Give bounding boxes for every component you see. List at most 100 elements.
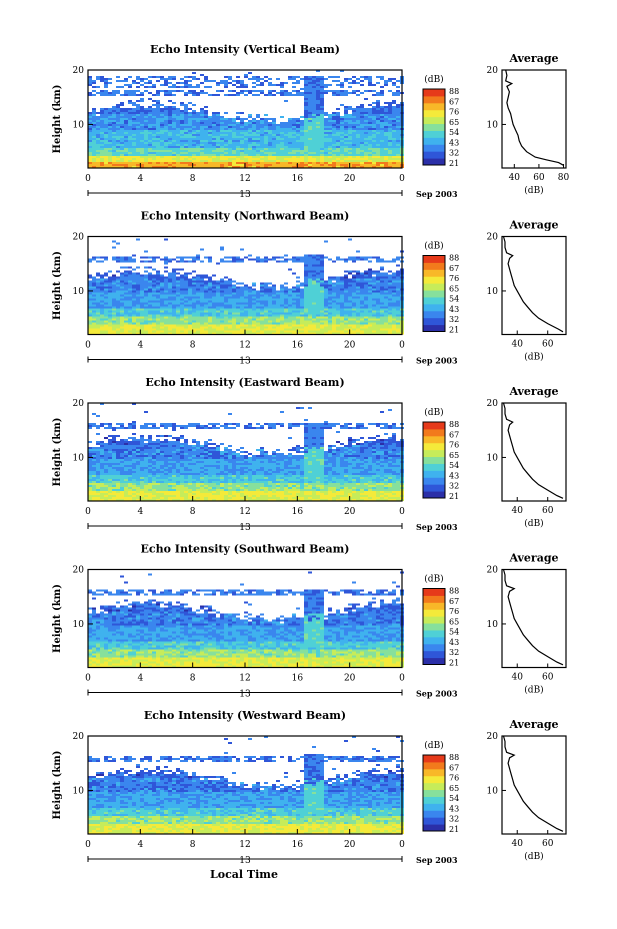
heatmap-cell bbox=[312, 84, 316, 86]
heatmap-cell bbox=[196, 142, 200, 144]
heatmap-cell bbox=[304, 294, 308, 297]
heatmap-cell bbox=[340, 138, 344, 140]
heatmap-cell bbox=[200, 144, 204, 146]
heatmap-cell bbox=[264, 324, 268, 327]
heatmap-cell bbox=[232, 130, 236, 132]
heatmap-cell bbox=[344, 90, 348, 92]
heatmap-cell bbox=[104, 300, 108, 303]
heatmap-cell bbox=[184, 282, 188, 285]
heatmap-cell bbox=[264, 156, 268, 158]
heatmap-cell bbox=[152, 86, 156, 88]
heatmap-cell bbox=[328, 292, 332, 295]
heatmap-cell bbox=[344, 258, 348, 261]
heatmap-cell bbox=[88, 310, 92, 313]
heatmap-cell bbox=[316, 142, 320, 144]
heatmap-cell bbox=[304, 108, 308, 110]
heatmap-cell bbox=[288, 122, 292, 124]
heatmap-cell bbox=[320, 124, 324, 126]
heatmap-cell bbox=[376, 122, 380, 124]
heatmap-cell bbox=[240, 294, 244, 297]
heatmap-cell bbox=[96, 150, 100, 152]
heatmap-cell bbox=[264, 322, 268, 325]
heatmap-cell bbox=[248, 258, 252, 261]
heatmap-cell bbox=[352, 164, 356, 166]
heatmap-cell bbox=[208, 154, 212, 156]
heatmap-cell bbox=[104, 124, 108, 126]
heatmap-cell bbox=[372, 138, 376, 140]
heatmap-cell bbox=[344, 286, 348, 289]
heatmap-cell bbox=[216, 296, 220, 299]
heatmap-cell bbox=[264, 136, 268, 138]
heatmap-cell bbox=[276, 316, 280, 319]
heatmap-cell bbox=[288, 290, 292, 293]
heatmap-cell bbox=[128, 164, 132, 166]
heatmap-cell bbox=[224, 164, 228, 166]
heatmap-cell bbox=[268, 142, 272, 144]
heatmap-cell bbox=[324, 290, 328, 293]
heatmap-cell bbox=[280, 310, 284, 313]
heatmap-cell bbox=[128, 166, 132, 168]
heatmap-cell bbox=[156, 116, 160, 118]
heatmap-cell bbox=[120, 328, 124, 331]
heatmap-cell bbox=[168, 310, 172, 313]
heatmap-cell bbox=[216, 328, 220, 331]
heatmap-cell bbox=[204, 110, 208, 112]
heatmap-cell bbox=[108, 308, 112, 311]
heatmap-cell bbox=[248, 162, 252, 164]
heatmap-cell bbox=[232, 134, 236, 136]
heatmap-cell bbox=[228, 130, 232, 132]
heatmap-cell bbox=[364, 138, 368, 140]
heatmap-cell bbox=[200, 164, 204, 166]
heatmap-cell bbox=[296, 164, 300, 166]
heatmap-cell bbox=[360, 308, 364, 311]
heatmap-cell bbox=[296, 300, 300, 303]
heatmap-cell bbox=[112, 164, 116, 166]
heatmap-cell bbox=[348, 284, 352, 287]
heatmap-cell bbox=[200, 122, 204, 124]
heatmap-cell bbox=[320, 104, 324, 106]
heatmap-cell bbox=[200, 306, 204, 309]
heatmap-cell bbox=[340, 136, 344, 138]
heatmap-cell bbox=[320, 262, 324, 265]
heatmap-cell bbox=[272, 136, 276, 138]
heatmap-cell bbox=[184, 166, 188, 168]
heatmap-cell bbox=[336, 84, 340, 86]
heatmap-cell bbox=[212, 296, 216, 299]
heatmap-cell bbox=[284, 122, 288, 124]
heatmap-cell bbox=[96, 286, 100, 289]
heatmap-cell bbox=[316, 124, 320, 126]
heatmap-cell bbox=[224, 124, 228, 126]
heatmap-cell bbox=[272, 304, 276, 307]
heatmap-cell bbox=[336, 300, 340, 303]
heatmap-cell bbox=[352, 304, 356, 307]
heatmap-cell bbox=[184, 92, 188, 94]
heatmap-cell bbox=[220, 164, 224, 166]
heatmap-cell bbox=[356, 148, 360, 150]
heatmap-cell bbox=[148, 276, 152, 279]
heatmap-cell bbox=[320, 112, 324, 114]
heatmap-cell bbox=[96, 138, 100, 140]
heatmap-cell bbox=[308, 138, 312, 140]
heatmap-cell bbox=[364, 284, 368, 287]
heatmap-cell bbox=[112, 108, 116, 110]
heatmap-cell bbox=[344, 154, 348, 156]
heatmap-cell bbox=[176, 86, 180, 88]
heatmap-cell bbox=[368, 144, 372, 146]
heatmap-cell bbox=[308, 132, 312, 134]
heatmap-cell bbox=[304, 290, 308, 293]
heatmap-cell bbox=[176, 316, 180, 319]
heatmap-cell bbox=[244, 136, 248, 138]
heatmap-cell bbox=[180, 148, 184, 150]
heatmap-cell bbox=[232, 128, 236, 130]
heatmap-cell bbox=[104, 86, 108, 88]
heatmap-cell bbox=[252, 300, 256, 303]
heatmap-cell bbox=[324, 298, 328, 301]
heatmap-cell bbox=[240, 330, 244, 333]
heatmap-cell bbox=[128, 152, 132, 154]
heatmap-cell bbox=[264, 286, 268, 289]
heatmap-cell bbox=[204, 156, 208, 158]
heatmap-cell bbox=[388, 156, 392, 158]
heatmap-cell bbox=[284, 94, 288, 96]
heatmap-cell bbox=[356, 132, 360, 134]
heatmap-cell bbox=[208, 120, 212, 122]
